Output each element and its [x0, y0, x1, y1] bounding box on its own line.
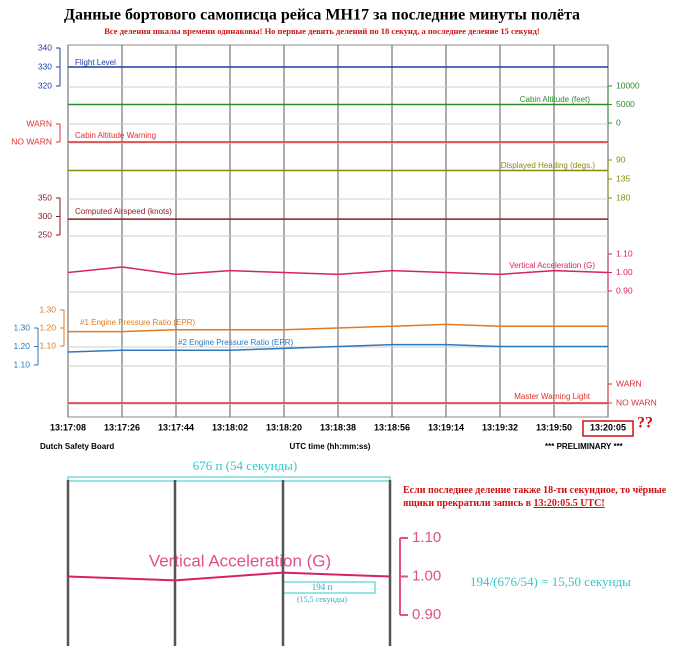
y-tick-label: WARN: [26, 118, 52, 128]
series-label: Computed Airspeed (knots): [75, 207, 172, 216]
y-tick-label: 0: [616, 117, 621, 127]
y-tick-label: 1.30: [13, 322, 30, 332]
y-tick-label: 1.10: [39, 340, 56, 350]
x-tick-label: 13:17:08: [50, 422, 86, 432]
x-axis-label: UTC time (hh:mm:ss): [290, 442, 371, 451]
y-tick-label: 1.20: [39, 322, 56, 332]
segment-note: (15,5 секунды): [297, 595, 347, 604]
y-tick-label: 1.10: [616, 248, 633, 258]
y-tick-label: 250: [38, 229, 52, 239]
y-tick-label: 0.90: [616, 285, 633, 295]
y-tick-label: 1.20: [13, 341, 30, 351]
x-tick-label: 13:19:32: [482, 422, 518, 432]
subtitle: Все деления шкалы времени одинаковы! Но …: [104, 26, 540, 36]
formula: 194/(676/54) = 15,50 секунды: [470, 574, 631, 589]
series-label: #1 Engine Pressure Ratio (EPR): [80, 318, 196, 327]
note-text: Если последнее деление также 18-ти секун…: [403, 485, 667, 509]
zoom-y-tick-label: 1.10: [412, 529, 441, 546]
y-tick-label: 330: [38, 61, 52, 71]
note-time: 13:20:05.5 UTC!: [533, 498, 605, 509]
x-tick-label: 13:18:20: [266, 422, 302, 432]
highlight-box: [582, 420, 634, 437]
y-tick-label: 1.00: [616, 267, 633, 277]
y-tick-label: 5000: [616, 99, 635, 109]
series-label: Vertical Acceleration (G): [509, 261, 595, 270]
x-tick-label: 13:18:38: [320, 422, 356, 432]
note: Если последнее деление также 18-ти секун…: [403, 484, 678, 510]
series-line: [68, 323, 608, 333]
y-tick-label: 300: [38, 211, 52, 221]
y-tick-label: 10000: [616, 80, 640, 90]
y-tick-label: 180: [616, 192, 630, 202]
series-label: Master Warning Light: [514, 392, 591, 401]
zoom-y-tick-label: 0.90: [412, 606, 441, 623]
zoom-span-bracket: [67, 476, 391, 482]
status: *** PRELIMINARY ***: [545, 442, 624, 451]
x-tick-label: 13:17:44: [158, 422, 194, 432]
question-mark: ??: [637, 415, 653, 432]
y-tick-label: 350: [38, 192, 52, 202]
series-label: Displayed Heading (degs.): [501, 161, 596, 170]
source: Dutch Safety Board: [40, 442, 114, 451]
y-tick-label: 1.10: [13, 359, 30, 369]
x-tick-label: 13:18:02: [212, 422, 248, 432]
segment-label: 194 п: [312, 582, 333, 592]
zoom-series-line: [67, 571, 390, 582]
zoom-series-label: Vertical Acceleration (G): [149, 551, 331, 570]
y-tick-label: NO WARN: [11, 136, 52, 146]
series-line: [67, 266, 609, 276]
series-line: [67, 343, 608, 353]
title: Данные бортового самописца рейса МН17 за…: [64, 7, 580, 24]
y-tick-label: 135: [616, 173, 630, 183]
series-label: Flight Level: [75, 58, 116, 67]
y-tick-label: 90: [616, 154, 626, 164]
x-tick-label: 13:17:26: [104, 422, 140, 432]
y-tick-label: WARN: [616, 378, 642, 388]
x-tick-label: 13:18:56: [374, 422, 410, 432]
y-tick-label: 1.30: [39, 304, 56, 314]
x-tick-label: 13:20:05: [590, 422, 626, 432]
y-tick-label: 340: [38, 42, 52, 52]
x-tick-label: 13:19:14: [428, 422, 464, 432]
zoom-span-label: 676 п (54 секунды): [193, 458, 298, 473]
y-tick-label: 320: [38, 80, 52, 90]
series-label: Cabin Altitude Warning: [75, 131, 156, 140]
zoom-y-tick-label: 1.00: [412, 567, 441, 584]
x-tick-label: 13:19:50: [536, 422, 572, 432]
series-label: #2 Engine Pressure Ratio (EPR): [178, 338, 294, 347]
series-label: Cabin Altitude (feet): [520, 95, 591, 104]
y-tick-label: NO WARN: [616, 397, 657, 407]
